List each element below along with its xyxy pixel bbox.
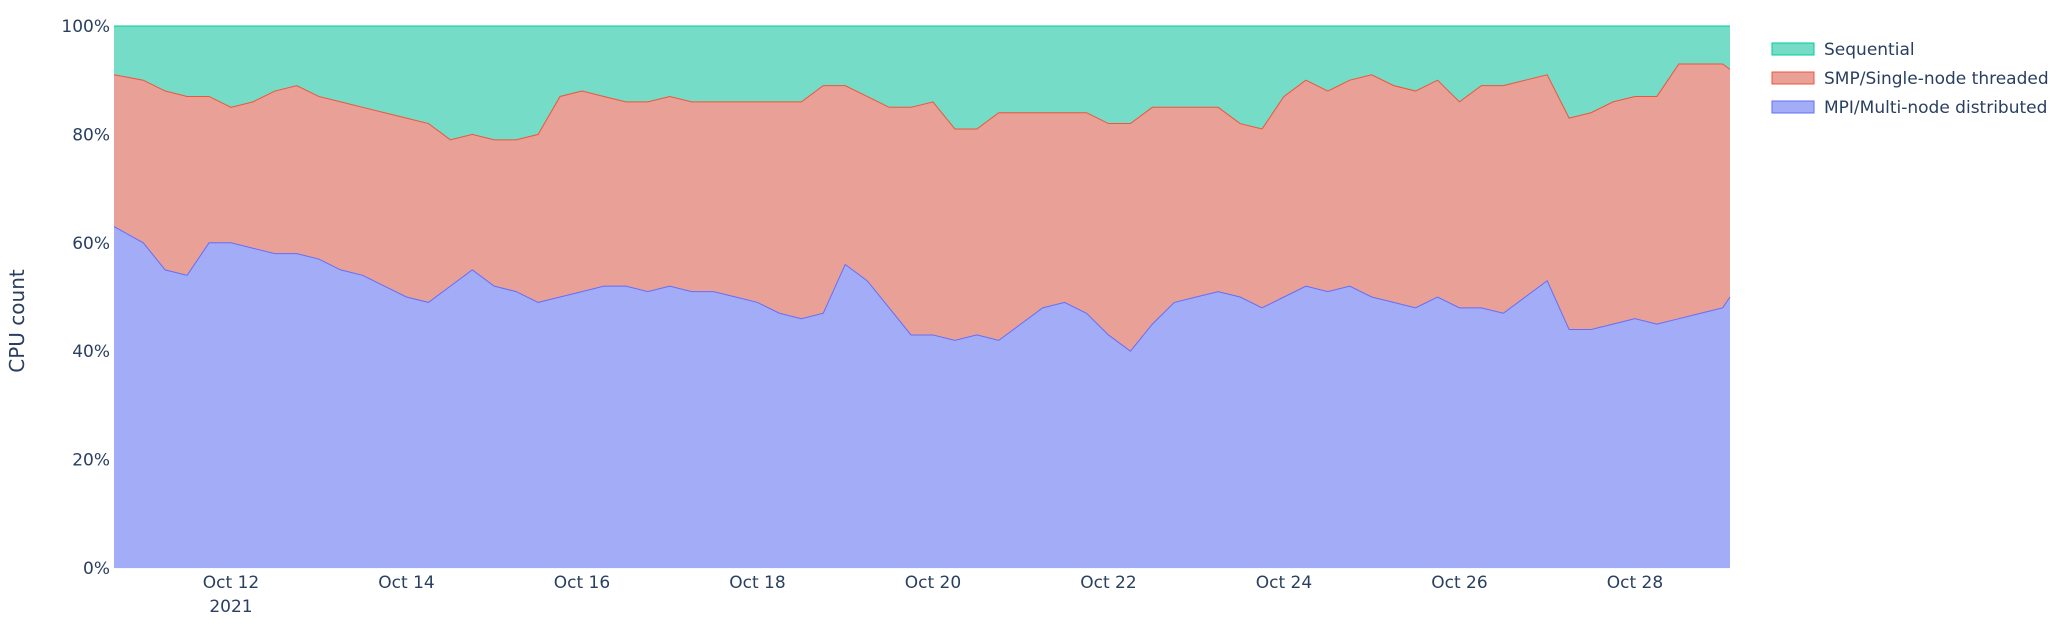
y-tick-label: 100% [61,17,110,37]
plot-area [114,26,1730,569]
y-axis-ticks: 0% 20% 40% 60% 80% 100% [61,17,110,579]
x-tick-label: Oct 22 [1080,573,1136,593]
legend-item-smp-single-node-threaded[interactable]: SMP/Single-node threaded [1771,69,2049,89]
series-area-sequential [114,26,1730,140]
x-tick-label: Oct 28 [1607,573,1663,593]
x-tick-label: Oct 12 [203,573,259,593]
series-line-smp-single-node-threaded [113,63,1731,141]
legend-item-mpi-multi-node-distributed[interactable]: MPI/Multi-node distributed [1771,98,2047,118]
series-area-mpi-multi-node-distributed [114,226,1730,569]
x-tick-label: Oct 14 [378,573,434,593]
series-lines [113,25,1731,352]
legend-label: Sequential [1824,40,1915,60]
y-tick-label: 60% [72,234,110,254]
x-tick-label: Oct 26 [1431,573,1487,593]
legend-label: MPI/Multi-node distributed [1824,98,2047,118]
series-area-smp-single-node-threaded [114,63,1730,352]
y-tick-label: 0% [83,559,110,579]
x-tick-label: Oct 20 [905,573,961,593]
legend-swatch [1771,71,1815,85]
series-line-mpi-multi-node-distributed [113,226,1731,352]
y-tick-label: 20% [72,451,110,471]
y-tick-label: 80% [72,125,110,145]
legend-item-sequential[interactable]: Sequential [1771,40,1915,60]
x-tick-label: Oct 16 [554,573,610,593]
y-tick-label: 40% [72,342,110,362]
x-tick-year-label: 2021 [209,597,252,617]
x-tick-label: Oct 24 [1256,573,1312,593]
legend-swatch [1771,100,1815,114]
legend[interactable]: Sequential SMP/Single-node threaded MPI/Mu… [1771,40,2049,118]
x-axis-ticks: Oct 12 Oct 14 Oct 16 Oct 18 Oct 20 Oct 22 Oct … [203,573,1663,617]
x-tick-label: Oct 18 [729,573,785,593]
legend-label: SMP/Single-node threaded [1824,69,2049,89]
y-axis-title: CPU count [5,269,29,373]
legend-swatch [1771,42,1815,56]
